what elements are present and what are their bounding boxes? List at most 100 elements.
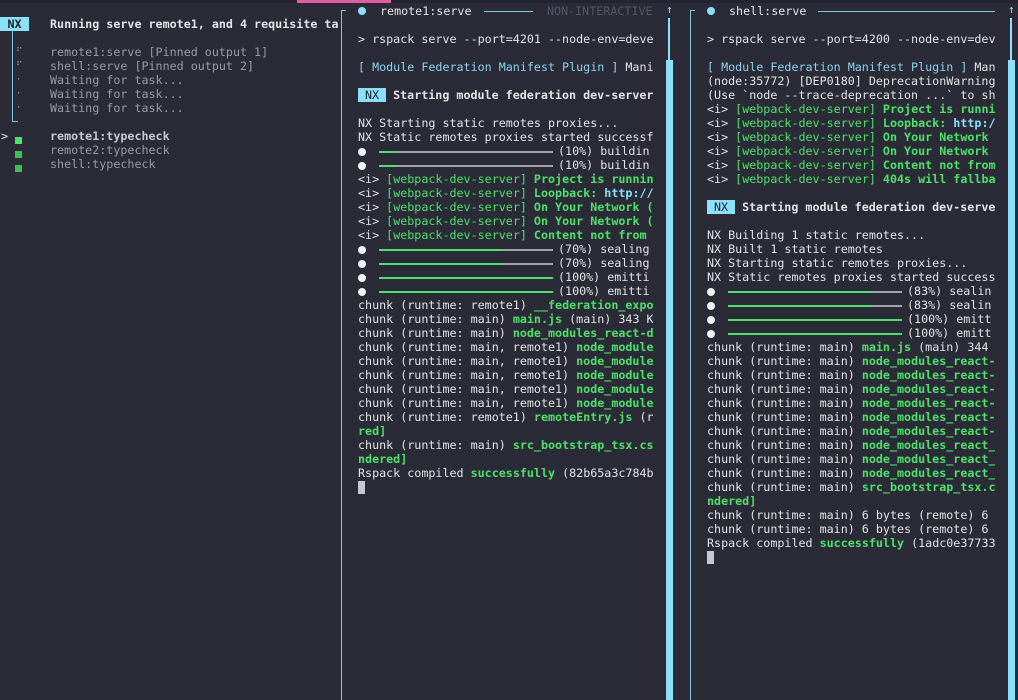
output-text: Rspack compiled (707, 536, 820, 550)
output-line: chunk (runtime: main) node_modules_react… (707, 410, 995, 424)
mode-label: NON-INTERACTIVE (547, 4, 653, 18)
output-text: (100%) emitti (558, 270, 650, 284)
output-text: chunk (runtime: main) (707, 396, 862, 410)
output-text: successfully (470, 466, 556, 480)
nx-badge: NX (707, 200, 736, 214)
task-list-item[interactable]: remote1:typecheck (50, 129, 170, 143)
output-panel-remote1[interactable]: remote1:serve NON-INTERACTIVE ↑ > rspack se… (341, 0, 690, 700)
output-text: chunk (runtime: main, remote1) (358, 354, 577, 368)
output-line: chunk (runtime: main, remote1) node_modu… (358, 354, 653, 368)
progress-bullet-icon (358, 259, 366, 268)
output-text: (10%) buildin (558, 144, 650, 158)
progress-bullet-icon (707, 329, 715, 338)
output-text: [ Module Federation Manifest Plugin ] (707, 60, 968, 74)
pinned-task-item[interactable]: Waiting for task... (50, 101, 184, 115)
output-line: chunk (runtime: main) node_modules_react… (707, 466, 995, 480)
task-list-item[interactable]: remote2:typecheck (50, 143, 170, 157)
output-text: (10%) buildin (558, 158, 650, 172)
progress-bar (728, 332, 902, 335)
scrollbar-track[interactable] (668, 18, 670, 60)
output-text: <i> (707, 130, 736, 144)
scrollbar-thumb[interactable] (666, 60, 673, 700)
progress-bullet-icon (358, 287, 366, 296)
panel-corner (341, 10, 346, 11)
output-text: Loopback: (875, 116, 954, 130)
progress-bar (379, 276, 553, 279)
output-text: Man (967, 60, 995, 74)
terminal-cursor (358, 481, 365, 494)
output-line: NX Starting static remotes proxies... (358, 116, 618, 130)
output-text: NX Static remotes proxies started succes… (707, 270, 995, 284)
output-text: [webpack-dev-server] (386, 186, 527, 200)
status-success-icon (15, 133, 22, 147)
scroll-up-icon[interactable]: ↑ (666, 3, 673, 16)
output-text: chunk (runtime: main) (707, 354, 862, 368)
success-square (15, 151, 22, 158)
selection-marker: > (1, 129, 9, 143)
output-line: (100%) emitti (358, 284, 649, 298)
output-line: chunk (runtime: main) node_modules_react… (358, 326, 653, 340)
output-text: Project is runnin (526, 172, 653, 186)
output-text: node_module (576, 368, 653, 382)
terminal-cursor (707, 551, 714, 564)
output-text: (70%) sealing (558, 242, 650, 256)
terminal-output: > rspack serve --port=4200 --node-env=de… (707, 25, 995, 695)
scroll-up-icon[interactable]: ↑ (1008, 3, 1015, 16)
output-text: src_bootstrap_tsx.cs (512, 438, 653, 452)
output-line: chunk (runtime: main) node_modules_react… (707, 368, 995, 382)
task-list-item[interactable]: shell:typecheck (50, 157, 156, 171)
title-rule (483, 11, 533, 12)
success-square (15, 137, 22, 144)
output-text: chunk (runtime: main) (707, 480, 862, 494)
progress-fill (379, 276, 553, 279)
output-panel-shell[interactable]: shell:serve ↑ > rspack serve --port=4200 -… (690, 0, 1018, 700)
output-text: node_modules_react_ (861, 466, 995, 480)
terminal-output: > rspack serve --port=4201 --node-env=de… (358, 25, 653, 695)
progress-fill (728, 332, 902, 335)
output-text: src_bootstrap_tsx.c (861, 480, 995, 494)
output-text: On Your Network ( (526, 200, 653, 214)
output-line: NX Building 1 static remotes... (707, 228, 925, 242)
pinned-task-item[interactable]: Waiting for task... (50, 87, 184, 101)
active-pane-indicator (297, 0, 391, 3)
output-text: main.js (512, 312, 563, 326)
spinner-icon: ⠋ (16, 47, 23, 57)
output-text: chunk (runtime: main) (707, 368, 862, 382)
progress-fill (379, 248, 501, 251)
output-text: chunk (runtime: main) (707, 466, 862, 480)
output-text: Project is runni (875, 102, 995, 116)
output-line: <i> [webpack-dev-server] Loopback: http:… (707, 116, 995, 130)
output-text: chunk (runtime: main) (707, 452, 862, 466)
output-line: (100%) emitti (358, 270, 649, 284)
output-text: On Your Network (875, 130, 989, 144)
output-text: Content not from (875, 158, 995, 172)
progress-fill (728, 304, 873, 307)
output-text: NX Building 1 static remotes... (707, 228, 926, 242)
pinned-task-item[interactable]: Waiting for task... (50, 73, 184, 87)
output-text: > rspack serve --port=4200 --node-env=de… (707, 32, 995, 46)
output-text: (83%) sealin (907, 284, 992, 298)
output-text: node_modules_react- (861, 424, 995, 438)
panel-left-border (690, 10, 691, 700)
output-line (707, 550, 714, 564)
output-line: NX Built 1 static remotes (707, 242, 883, 256)
output-line: chunk (runtime: main) src_bootstrap_tsx.… (358, 438, 653, 452)
output-line: chunk (runtime: main) src_bootstrap_tsx.… (707, 480, 995, 494)
scrollbar-thumb[interactable] (1008, 60, 1015, 700)
output-text: chunk (runtime: main, remote1) (358, 340, 577, 354)
output-text: Loopback: (526, 186, 605, 200)
output-text: http:// (604, 186, 653, 200)
output-line: <i> [webpack-dev-server] Loopback: http:… (358, 186, 653, 200)
pinned-task-item[interactable]: shell:serve [Pinned output 2] (50, 59, 255, 73)
output-line: chunk (runtime: main) node_modules_react… (707, 354, 995, 368)
output-text: chunk (runtime: remote1) (358, 298, 534, 312)
output-line: NX Static remotes proxies started succes… (707, 270, 995, 284)
output-text: chunk (runtime: main) (707, 382, 862, 396)
output-text: (main) 343 K (562, 312, 653, 326)
pinned-task-item[interactable]: remote1:serve [Pinned output 1] (50, 45, 269, 59)
panel-title: shell:serve (729, 4, 807, 18)
output-text: chunk (runtime: main) (707, 340, 862, 354)
scrollbar-track[interactable] (1010, 18, 1012, 60)
output-line: NX Starting module federation dev-server (358, 88, 653, 102)
status-success-icon (15, 147, 22, 161)
